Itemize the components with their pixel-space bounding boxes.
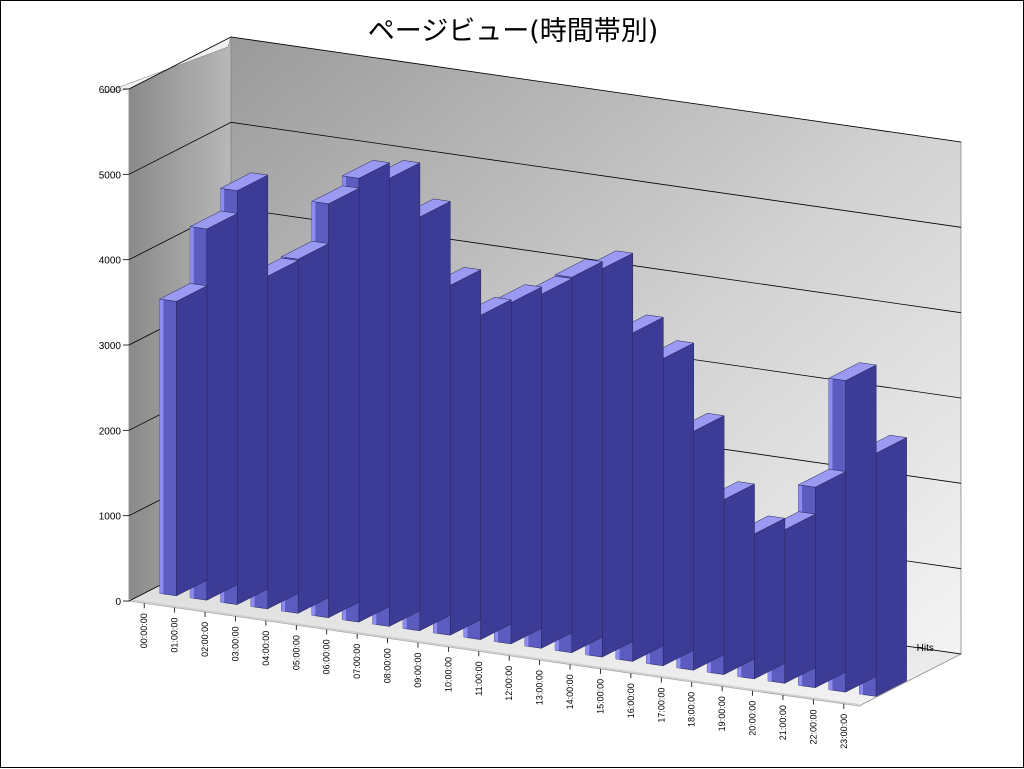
- x-tick-label: 01:00:00: [170, 618, 180, 653]
- y-tick-label: 1000: [99, 512, 122, 523]
- x-tick-label: 15:00:00: [596, 679, 606, 714]
- x-tick-label: 13:00:00: [535, 670, 545, 705]
- x-tick-label: 06:00:00: [322, 639, 332, 674]
- x-tick-label: 19:00:00: [717, 696, 727, 731]
- x-tick-label: 10:00:00: [443, 657, 453, 692]
- x-tick-label: 22:00:00: [808, 709, 818, 744]
- x-tick-label: 07:00:00: [352, 644, 362, 679]
- x-tick-label: 12:00:00: [504, 666, 514, 701]
- gridline: [128, 121, 962, 228]
- x-tick-label: 05:00:00: [291, 635, 301, 670]
- x-tick-label: 16:00:00: [626, 683, 636, 718]
- y-tick-label: 5000: [99, 170, 122, 181]
- gridline: [128, 36, 962, 143]
- x-tick-label: 17:00:00: [656, 688, 666, 723]
- x-tick-label: 08:00:00: [382, 648, 392, 683]
- y-tick-label: 4000: [99, 256, 122, 267]
- bar-00:00:00: [158, 283, 208, 597]
- x-tick-label: 11:00:00: [474, 661, 484, 695]
- x-tick-label: 18:00:00: [687, 692, 697, 727]
- x-tick-label: 14:00:00: [565, 674, 575, 709]
- x-tick-label: 09:00:00: [413, 653, 423, 688]
- chart-title: ページビュー(時間帯別): [367, 16, 659, 47]
- y-tick-label: 3000: [99, 341, 122, 352]
- y-tick-label: 2000: [99, 426, 122, 437]
- x-tick-label: 03:00:00: [231, 626, 241, 661]
- floor-edge: [129, 599, 859, 706]
- y-tick-label: 0: [115, 597, 121, 608]
- x-tick-label: 21:00:00: [778, 705, 788, 740]
- x-tick-label: 23:00:00: [839, 714, 849, 749]
- x-tick-label: 04:00:00: [261, 631, 271, 666]
- x-tick-label: 02:00:00: [200, 622, 210, 657]
- x-tick-label: 20:00:00: [747, 701, 757, 736]
- x-tick-label: 00:00:00: [139, 613, 149, 648]
- series-label: Hits: [917, 643, 934, 654]
- y-tick-label: 6000: [99, 85, 122, 96]
